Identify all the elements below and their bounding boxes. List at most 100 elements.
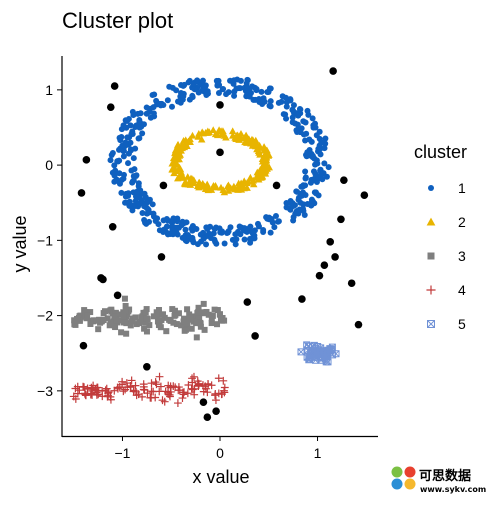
cluster-3-point bbox=[214, 321, 221, 328]
cluster-3-point bbox=[84, 312, 91, 319]
legend-title: cluster bbox=[414, 142, 467, 162]
cluster-4-point bbox=[119, 387, 128, 396]
y-tick-label: −1 bbox=[37, 232, 53, 248]
cluster-1-point bbox=[118, 133, 125, 140]
cluster-1-point bbox=[313, 179, 320, 186]
cluster-1-point bbox=[122, 139, 129, 146]
cluster-1-point bbox=[275, 99, 282, 106]
cluster-1-point bbox=[202, 83, 209, 90]
cluster-2-point bbox=[263, 146, 271, 154]
cluster-1-point bbox=[216, 81, 223, 88]
cluster-1-point bbox=[279, 93, 286, 100]
cluster-3-point bbox=[171, 312, 178, 319]
cluster-3-point bbox=[112, 310, 119, 317]
cluster-1-point bbox=[313, 157, 320, 164]
cluster-1-point bbox=[169, 227, 176, 234]
cluster-3-point bbox=[195, 304, 202, 311]
noise-point bbox=[108, 223, 117, 231]
cluster-1-point bbox=[302, 175, 309, 182]
noise-point bbox=[82, 156, 91, 164]
cluster-1-point bbox=[165, 230, 172, 237]
cluster-1-point bbox=[154, 215, 161, 222]
cluster-1-point bbox=[212, 238, 219, 245]
cluster-1-point bbox=[294, 128, 301, 135]
cluster-1-point bbox=[111, 178, 118, 185]
legend-label-4: 4 bbox=[458, 282, 466, 298]
cluster-1-point bbox=[309, 152, 316, 159]
cluster-1-point bbox=[118, 176, 125, 183]
noise-point bbox=[203, 413, 212, 421]
cluster-1-point bbox=[167, 218, 174, 225]
noise-point bbox=[79, 341, 88, 350]
cluster-4-point bbox=[118, 377, 127, 386]
cluster-1-point bbox=[237, 77, 244, 84]
legend: cluster 1 2 3 4 5 bbox=[414, 142, 467, 332]
legend-item-2: 2 bbox=[426, 214, 466, 230]
cluster-3-point bbox=[193, 334, 200, 341]
cluster-3-point bbox=[214, 307, 221, 314]
cluster-1-point bbox=[139, 209, 146, 216]
cluster-1-point bbox=[174, 98, 181, 105]
noise-point bbox=[157, 253, 166, 261]
cluster-1-point bbox=[149, 201, 156, 208]
cluster-1-point bbox=[132, 145, 139, 152]
cluster-4-point bbox=[115, 383, 124, 391]
cluster-2-point bbox=[219, 186, 227, 194]
cluster-3-point bbox=[153, 312, 160, 319]
cluster-3-point bbox=[143, 315, 150, 322]
cluster-1-point bbox=[168, 103, 175, 110]
cluster-3-point bbox=[188, 325, 195, 332]
cluster-1-point bbox=[129, 207, 136, 214]
cluster-1-point bbox=[203, 241, 210, 248]
cluster-2-point bbox=[217, 127, 225, 135]
cluster-1-point bbox=[272, 212, 279, 219]
cluster-3-point bbox=[142, 309, 149, 316]
cluster-1-point bbox=[260, 227, 267, 234]
cluster-4-point bbox=[104, 389, 112, 398]
cluster-1-point bbox=[316, 135, 323, 142]
cluster-1-point bbox=[300, 189, 307, 196]
cluster-4-point bbox=[171, 383, 180, 392]
cluster-4-point bbox=[175, 386, 184, 394]
cluster-3-point bbox=[143, 306, 150, 313]
cluster-2-point bbox=[184, 137, 193, 145]
cluster-1-point bbox=[232, 241, 239, 248]
cluster-1-point bbox=[241, 236, 248, 243]
cluster-3-point bbox=[123, 320, 130, 327]
cluster-5-point bbox=[297, 348, 305, 356]
cluster-2-points bbox=[168, 126, 273, 196]
cluster-3-point bbox=[201, 326, 208, 333]
cluster-3-point bbox=[87, 320, 94, 327]
watermark-dot-red bbox=[404, 466, 416, 478]
y-tick-label: −2 bbox=[37, 308, 53, 324]
cluster-2-point bbox=[224, 187, 233, 194]
noise-point bbox=[354, 320, 363, 329]
cluster-1-point bbox=[156, 100, 163, 107]
noise-point bbox=[320, 261, 329, 269]
cluster-4-point bbox=[157, 382, 165, 391]
cluster-2-point bbox=[246, 173, 255, 181]
noise-point bbox=[106, 103, 115, 111]
cluster-1-point bbox=[269, 219, 276, 226]
cluster-1-point bbox=[150, 104, 157, 111]
noise-point bbox=[212, 407, 220, 415]
cluster-1-point bbox=[111, 172, 118, 179]
cluster-1-point bbox=[190, 239, 197, 246]
cluster-1-point bbox=[322, 135, 329, 142]
cluster-3-point bbox=[100, 316, 107, 323]
cluster-4-points bbox=[69, 372, 229, 407]
cluster-3-point bbox=[82, 308, 89, 315]
cluster-2-point bbox=[254, 175, 263, 183]
cluster-1-point bbox=[136, 135, 143, 142]
cluster-1-point bbox=[143, 110, 150, 117]
cluster-3-point bbox=[200, 300, 207, 307]
cluster-4-point bbox=[160, 397, 169, 406]
cluster-5-point bbox=[323, 351, 331, 359]
cluster-1-point bbox=[321, 160, 328, 167]
y-tick-label: 0 bbox=[45, 157, 53, 173]
cluster-4-point bbox=[129, 386, 138, 395]
cluster-3-point bbox=[120, 313, 127, 320]
noise-point bbox=[331, 253, 339, 261]
